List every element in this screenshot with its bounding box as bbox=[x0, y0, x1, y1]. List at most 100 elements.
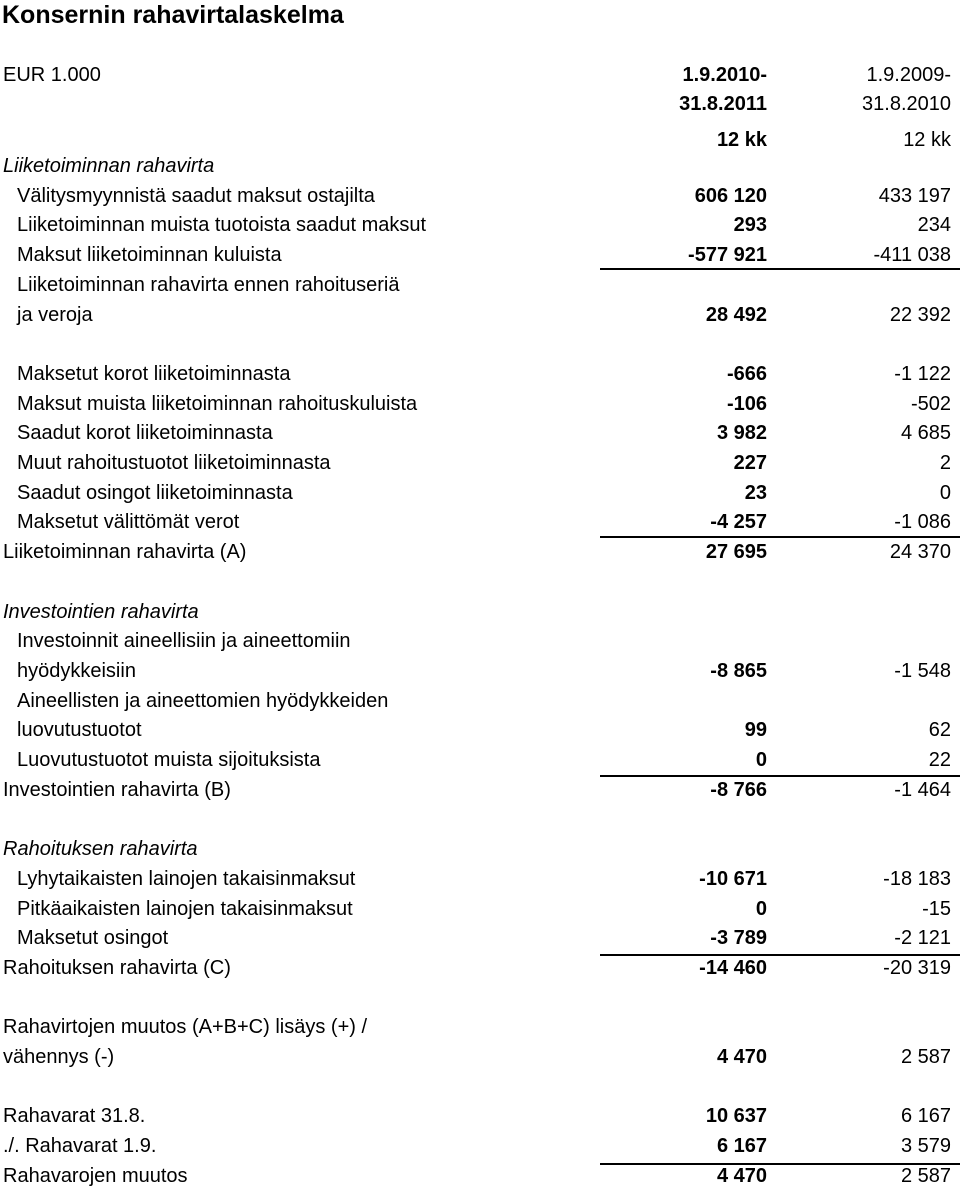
row-label: Muut rahoitustuotot liiketoiminnasta bbox=[17, 452, 331, 474]
row-label: Rahoituksen rahavirta (C) bbox=[3, 956, 231, 979]
table-row: ja veroja 28 492 22 392 bbox=[0, 300, 960, 330]
value-2011: 27 695 bbox=[705, 541, 767, 564]
table-row: Rahoituksen rahavirta bbox=[0, 834, 960, 864]
value-2010: 433 197 bbox=[878, 184, 951, 207]
row-label: Saadut korot liiketoiminnasta bbox=[17, 422, 273, 445]
section-heading: Rahoituksen rahavirta bbox=[3, 838, 198, 861]
row-label: Maksut liiketoiminnan kuluista bbox=[17, 244, 282, 267]
value-2010: 24 370 bbox=[889, 541, 951, 564]
table-row: Muut rahoitustuotot liiketoiminnasta 227 2 bbox=[0, 448, 960, 478]
value-2011: 4 470 bbox=[716, 1046, 767, 1068]
value-2010: 4 685 bbox=[900, 422, 951, 445]
table-row: Maksut liiketoiminnan kuluista -577 921 -4… bbox=[0, 240, 960, 270]
spacer-row bbox=[0, 1072, 960, 1102]
subtotal-rule bbox=[600, 268, 960, 270]
table-row: Maksetut välittömät verot -4 257 -1 086 bbox=[0, 507, 960, 537]
value-2011: 3 982 bbox=[716, 422, 767, 445]
table-row: Investointien rahavirta bbox=[0, 597, 960, 627]
spacer-row bbox=[0, 804, 960, 834]
row-label: Rahavirtojen muutos (A+B+C) lisäys (+) / bbox=[3, 1016, 368, 1039]
value-2010: 2 587 bbox=[900, 1164, 951, 1187]
value-2011: -666 bbox=[726, 362, 767, 385]
table-row: Saadut osingot liiketoiminnasta 23 0 bbox=[0, 478, 960, 508]
table-row: Maksut muista liiketoiminnan rahoituskul… bbox=[0, 389, 960, 419]
subtotal-rule bbox=[600, 536, 960, 538]
value-2011: 99 bbox=[744, 719, 767, 742]
row-label: Liiketoiminnan muista tuotoista saadut m… bbox=[17, 214, 427, 237]
row-label: Rahavarojen muutos bbox=[3, 1164, 188, 1187]
value-2011: -8 766 bbox=[710, 778, 767, 801]
value-2010: -2 121 bbox=[894, 927, 951, 950]
table-row: Pitkäaikaisten lainojen takaisinmaksut 0 -… bbox=[0, 894, 960, 924]
value-2011: -14 460 bbox=[699, 956, 767, 979]
row-label: Luovutustuotot muista sijoituksista bbox=[17, 749, 321, 771]
row-label: Investoinnit aineellisiin ja aineettomii… bbox=[17, 630, 351, 653]
subtotal-rule bbox=[600, 775, 960, 777]
value-2011: 293 bbox=[733, 214, 767, 237]
table-row: Liiketoiminnan rahavirta bbox=[0, 151, 960, 181]
value-2010: 22 bbox=[928, 749, 951, 771]
row-label: hyödykkeisiin bbox=[17, 659, 136, 682]
row-label: Liiketoiminnan rahavirta ennen rahoituse… bbox=[17, 273, 400, 296]
table-row: Rahoituksen rahavirta (C) -14 460 -20 319 bbox=[0, 953, 960, 983]
value-2010: 62 bbox=[928, 719, 951, 742]
table-row: Liiketoiminnan muista tuotoista saadut m… bbox=[0, 210, 960, 240]
col1-period-length: 12 kk bbox=[716, 129, 767, 151]
section-heading: Liiketoiminnan rahavirta bbox=[3, 155, 215, 177]
value-2011: 10 637 bbox=[705, 1105, 767, 1128]
table-row: Investoinnit aineellisiin ja aineettomii… bbox=[0, 626, 960, 656]
row-label: Liiketoiminnan rahavirta (A) bbox=[3, 541, 247, 564]
value-2010: -502 bbox=[910, 392, 951, 415]
table-row: Lyhytaikaisten lainojen takaisinmaksut -1… bbox=[0, 864, 960, 894]
value-2010: 6 167 bbox=[900, 1105, 951, 1128]
row-label: ./. Rahavarat 1.9. bbox=[3, 1135, 157, 1158]
value-2011: 0 bbox=[755, 749, 767, 771]
row-label: Saadut osingot liiketoiminnasta bbox=[17, 481, 293, 504]
value-2011: 23 bbox=[744, 481, 767, 504]
table-row: luovutustuotot 99 62 bbox=[0, 715, 960, 745]
row-label: Lyhytaikaisten lainojen takaisinmaksut bbox=[17, 867, 356, 890]
table-row: Maksetut korot liiketoiminnasta -666 -1 12… bbox=[0, 359, 960, 389]
header-row-2: 31.8.2011 31.8.2010 bbox=[0, 89, 960, 119]
row-label: ja veroja bbox=[17, 303, 93, 326]
table-row: Investointien rahavirta (B) -8 766 -1 464 bbox=[0, 775, 960, 805]
table-row: Luovutustuotot muista sijoituksista 0 22 bbox=[0, 745, 960, 775]
value-2010: -20 319 bbox=[883, 956, 951, 979]
table-row: ./. Rahavarat 1.9. 6 167 3 579 bbox=[0, 1131, 960, 1161]
value-2010: 3 579 bbox=[900, 1135, 951, 1158]
row-label: Rahavarat 31.8. bbox=[3, 1105, 146, 1128]
col1-period-end: 31.8.2011 bbox=[679, 93, 767, 115]
value-2010: -411 038 bbox=[873, 244, 951, 267]
value-2011: -4 257 bbox=[710, 511, 767, 534]
row-label: Pitkäaikaisten lainojen takaisinmaksut bbox=[17, 897, 353, 920]
header-row-1: EUR 1.000 1.9.2010- 1.9.2009- bbox=[0, 60, 960, 90]
table-row: Saadut korot liiketoiminnasta 3 982 4 685 bbox=[0, 418, 960, 448]
spacer-row bbox=[0, 329, 960, 359]
col2-period-end: 31.8.2010 bbox=[862, 93, 951, 115]
value-2010: 2 587 bbox=[900, 1046, 951, 1068]
table-row: Rahavarojen muutos 4 470 2 587 bbox=[0, 1161, 960, 1191]
row-label: Maksetut osingot bbox=[17, 927, 169, 950]
table-row: Liiketoiminnan rahavirta (A) 27 695 24 370 bbox=[0, 537, 960, 567]
table-row: Rahavirtojen muutos (A+B+C) lisäys (+) / bbox=[0, 1012, 960, 1042]
currency-label: EUR 1.000 bbox=[3, 64, 101, 86]
subtotal-rule bbox=[600, 954, 960, 956]
row-label: luovutustuotot bbox=[17, 719, 142, 742]
subtotal-rule bbox=[600, 1163, 960, 1165]
value-2011: 227 bbox=[733, 452, 767, 474]
value-2011: 606 120 bbox=[694, 184, 767, 207]
value-2010: 234 bbox=[917, 214, 951, 237]
col2-period-start: 1.9.2009- bbox=[866, 64, 951, 86]
value-2010: -18 183 bbox=[883, 867, 951, 890]
row-label: Maksut muista liiketoiminnan rahoituskul… bbox=[17, 392, 418, 415]
table-row: Aineellisten ja aineettomien hyödykkeide… bbox=[0, 686, 960, 716]
table-row: hyödykkeisiin -8 865 -1 548 bbox=[0, 656, 960, 686]
col1-period-start: 1.9.2010- bbox=[682, 64, 767, 86]
row-label: Välitysmyynnistä saadut maksut ostajilta bbox=[17, 184, 375, 207]
value-2011: 28 492 bbox=[705, 303, 767, 326]
row-label: Maksetut välittömät verot bbox=[17, 511, 240, 534]
row-label: Investointien rahavirta (B) bbox=[3, 778, 231, 801]
value-2010: -1 464 bbox=[894, 778, 951, 801]
row-label: vähennys (-) bbox=[3, 1046, 115, 1068]
value-2011: 0 bbox=[755, 897, 767, 920]
